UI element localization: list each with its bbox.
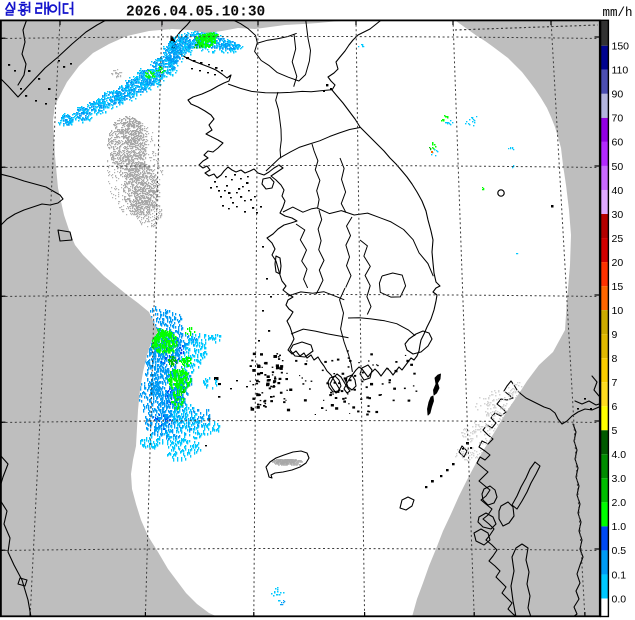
svg-text:10: 10 bbox=[612, 305, 624, 317]
svg-text:30: 30 bbox=[612, 209, 624, 221]
svg-text:40: 40 bbox=[612, 185, 624, 197]
svg-text:0.5: 0.5 bbox=[612, 545, 627, 557]
svg-text:5: 5 bbox=[612, 425, 618, 437]
svg-text:15: 15 bbox=[612, 281, 624, 293]
svg-text:70: 70 bbox=[612, 113, 624, 125]
svg-text:150: 150 bbox=[612, 41, 630, 53]
svg-text:0.0: 0.0 bbox=[612, 593, 627, 605]
svg-text:2026.04.05.10:30: 2026.04.05.10:30 bbox=[126, 5, 265, 21]
svg-text:110: 110 bbox=[612, 65, 629, 77]
svg-text:7: 7 bbox=[612, 377, 618, 389]
svg-text:25: 25 bbox=[612, 233, 624, 245]
svg-text:50: 50 bbox=[612, 161, 624, 173]
svg-text:8: 8 bbox=[612, 353, 618, 365]
svg-text:6: 6 bbox=[612, 401, 618, 413]
svg-text:90: 90 bbox=[612, 89, 624, 101]
svg-text:3.0: 3.0 bbox=[612, 473, 627, 485]
svg-text:mm/h: mm/h bbox=[603, 6, 633, 20]
svg-text:0.1: 0.1 bbox=[612, 569, 627, 581]
svg-text:2.0: 2.0 bbox=[612, 497, 627, 509]
svg-text:60: 60 bbox=[612, 137, 624, 149]
svg-text:9: 9 bbox=[612, 329, 618, 341]
svg-text:20: 20 bbox=[612, 257, 624, 269]
svg-text:1.0: 1.0 bbox=[612, 521, 627, 533]
svg-text:4.0: 4.0 bbox=[612, 449, 627, 461]
